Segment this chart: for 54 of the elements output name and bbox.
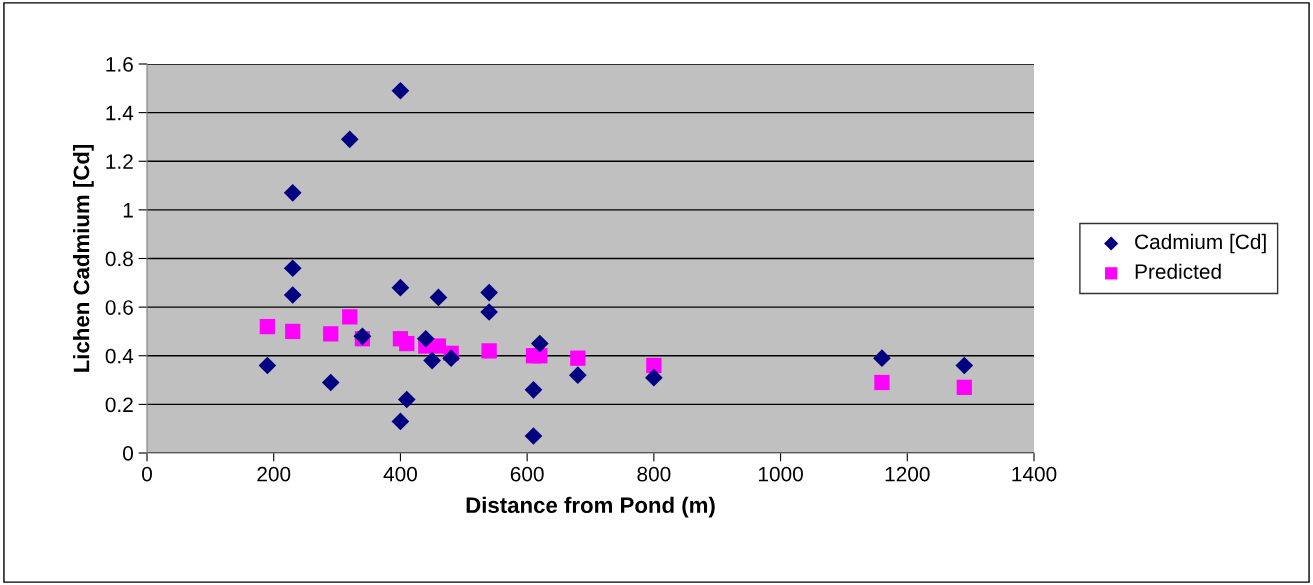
y-tick-label: 0.6 [105,300,133,315]
point [480,283,498,302]
point [416,329,435,348]
y-tick-label: 0 [123,446,133,461]
point [429,288,448,307]
y-tick-label: 0.4 [105,348,134,364]
point [524,427,543,445]
x-tick-label: 200 [257,466,291,482]
point [391,81,410,100]
point [570,350,586,366]
point [391,412,410,431]
point [481,343,497,359]
point [321,373,340,392]
point [480,303,498,321]
point [283,286,302,304]
point [423,351,441,370]
point [258,356,277,375]
point [353,327,372,346]
point [283,184,302,202]
point [874,374,890,391]
y-tick-label: 0.8 [105,251,133,267]
x-tick-label: 400 [383,466,417,482]
x-tick-label: 1000 [758,466,803,482]
point [568,366,587,385]
point [397,390,416,409]
point [955,356,974,375]
point [342,309,358,325]
y-tick-label: 1.4 [106,105,134,121]
point [285,323,301,340]
point [442,349,460,368]
point [956,379,972,395]
y-tick-label: 1.6 [106,57,133,72]
point [524,380,543,399]
x-tick-label: 0 [142,466,152,482]
point [323,326,339,342]
point [530,334,549,353]
point [259,318,276,335]
y-tick-label: 1.2 [106,154,133,169]
x-tick-label: 600 [510,466,544,482]
x-axis-title: Distance from Pond (m) [466,496,715,518]
x-tick-label: 1400 [1012,466,1057,482]
x-tick-label: 800 [637,466,671,482]
y-tick-label: 0.2 [105,397,133,413]
x-tick-label: 1200 [885,466,930,482]
point [645,368,663,387]
point [283,259,302,278]
legend-label: Cadmium [Cd] [1135,233,1266,254]
point [340,130,359,149]
legend-label: Predicted [1135,263,1221,280]
point [391,278,410,297]
point [399,335,415,352]
y-axis-title: Lichen Cadmium [Cd] [73,144,94,372]
point [873,349,891,368]
y-tick-label: 1 [123,203,133,218]
